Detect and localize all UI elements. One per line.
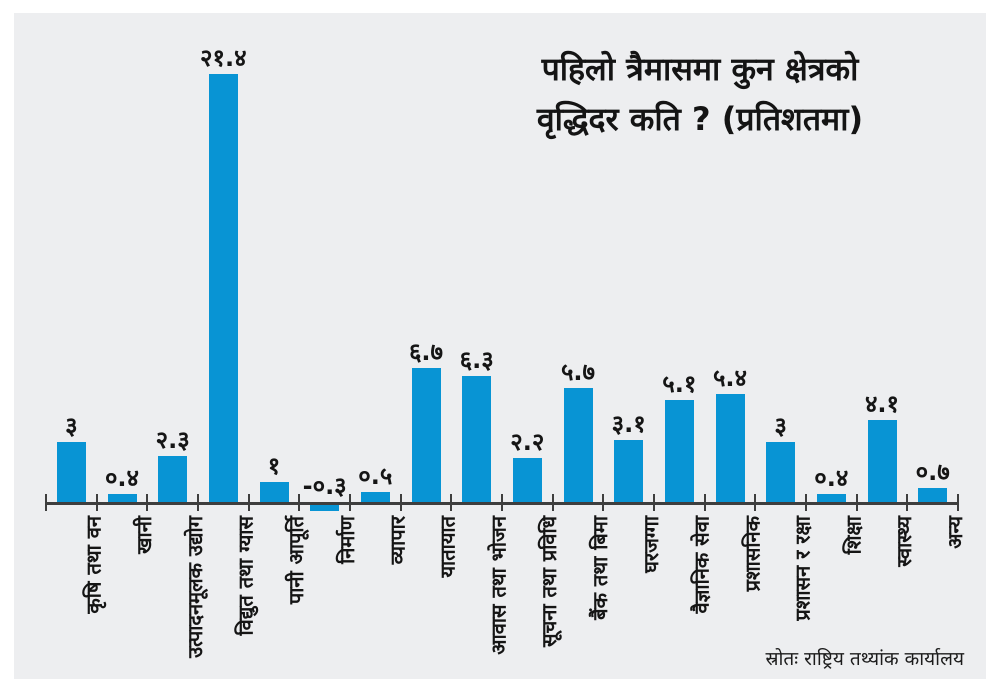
category-label: यातायात xyxy=(436,516,460,578)
axis-tick xyxy=(399,494,402,511)
axis-tick xyxy=(349,494,351,511)
axis-tick xyxy=(95,494,98,511)
axis-tick xyxy=(957,494,959,511)
axis-tick xyxy=(805,494,807,511)
bar-value-label: ३ xyxy=(65,412,78,440)
bar xyxy=(462,376,492,502)
chart-title: पहिलो त्रैमासमा कुन क्षेत्रको वृद्धिदर क… xyxy=(420,44,980,144)
category-label: स्वास्थ्य xyxy=(892,516,916,567)
category-label: कृषि तथा वन xyxy=(81,516,106,614)
category-label: आवास तथा भोजन xyxy=(486,516,511,655)
category-label: शिक्षा xyxy=(841,516,866,555)
bar xyxy=(310,505,340,511)
bar xyxy=(766,442,796,502)
category-label: वैज्ञानिक सेवा xyxy=(689,516,714,614)
bar xyxy=(411,368,441,502)
category-label: प्रशासनिक xyxy=(740,516,764,592)
bar-value-label: ३.१ xyxy=(611,410,646,438)
bar-value-label: ०.७ xyxy=(915,458,950,486)
axis-tick xyxy=(855,494,858,511)
bar-value-label: ०.५ xyxy=(358,462,393,490)
axis-tick xyxy=(45,494,47,511)
bar-value-label: ४.१ xyxy=(864,390,900,418)
chart-panel xyxy=(14,13,986,679)
axis-tick xyxy=(450,494,453,511)
bar xyxy=(715,394,745,502)
chart-title-line-2: वृद्धिदर कति ? (प्रतिशतमा) xyxy=(536,100,864,138)
bar-value-label: ५.१ xyxy=(662,370,697,398)
axis-tick xyxy=(247,494,250,511)
category-label: पानी आपूर्ति xyxy=(284,516,308,605)
bar xyxy=(259,482,289,502)
bar xyxy=(664,400,694,502)
axis-tick xyxy=(602,494,605,511)
category-label: विद्युत तथा ग्यास xyxy=(233,516,258,636)
category-label: प्रशासन र रक्षा xyxy=(790,516,815,621)
bar xyxy=(614,440,644,502)
bar xyxy=(918,488,948,502)
category-label: बैंक तथा बिमा xyxy=(588,516,612,620)
chart-title-line-1: पहिलो त्रैमासमा कुन क्षेत्रको xyxy=(541,50,859,88)
category-label: घरजग्गा xyxy=(638,516,663,573)
axis-tick xyxy=(298,494,301,511)
bar xyxy=(867,420,897,502)
bar-value-label: ०.४ xyxy=(104,464,140,492)
bar xyxy=(563,388,593,502)
axis-tick xyxy=(146,494,149,511)
axis-tick xyxy=(197,494,199,511)
bar xyxy=(56,442,86,502)
category-label: खानी xyxy=(132,516,156,554)
category-label: अन्य xyxy=(942,516,967,549)
axis-tick xyxy=(754,494,757,511)
bar-value-label: ५.४ xyxy=(712,364,748,392)
category-label: व्यापार xyxy=(385,516,410,565)
bar xyxy=(158,456,188,502)
axis-tick xyxy=(906,494,909,511)
bar-value-label: ५.७ xyxy=(560,358,596,386)
bar-value-label: ६.३ xyxy=(459,346,494,374)
bar xyxy=(360,492,390,502)
bar-value-label: २.३ xyxy=(155,426,190,454)
bar-value-label: २१.४ xyxy=(200,44,247,72)
bar-value-label: २.२ xyxy=(510,428,545,456)
bar xyxy=(816,494,846,502)
axis-tick xyxy=(551,494,554,511)
axis-tick xyxy=(653,494,655,511)
axis-tick xyxy=(703,494,706,511)
source-credit: स्रोतः राष्ट्रिय तथ्यांक कार्यालय xyxy=(765,648,964,670)
bar-value-label: १ xyxy=(267,452,281,480)
bar xyxy=(107,494,137,502)
category-label: सूचना तथा प्रविधि xyxy=(537,516,562,647)
bar-value-label: -०.३ xyxy=(302,472,347,500)
category-label: निर्माण xyxy=(334,516,359,564)
category-label: उत्पादनमूलक उद्योग xyxy=(182,516,207,658)
bar-value-label: ६.७ xyxy=(408,338,444,366)
bar-value-label: ०.४ xyxy=(814,464,849,492)
axis-tick xyxy=(501,494,503,511)
bar-value-label: ३ xyxy=(774,412,787,440)
bar xyxy=(512,458,542,502)
bar xyxy=(208,74,238,502)
